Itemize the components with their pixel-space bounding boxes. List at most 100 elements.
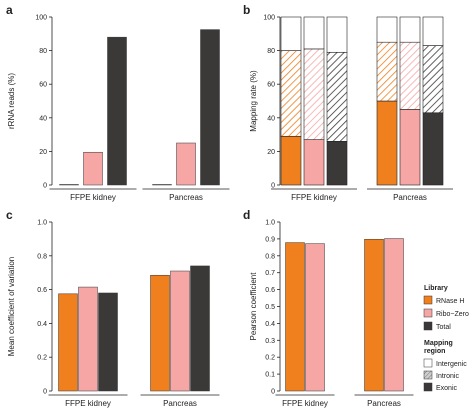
legend-swatch-total	[423, 321, 433, 331]
bar-intergenic	[422, 16, 444, 46]
bar-exonic	[422, 112, 444, 186]
bar	[176, 142, 196, 186]
y-tick-label: 0.8	[37, 253, 47, 260]
y-axis-label: Mapping rate (%)	[249, 70, 258, 132]
y-tick-label: 0.6	[37, 287, 47, 294]
y-tick-label: 80	[267, 48, 275, 55]
group-label: Pancreas	[169, 193, 203, 202]
legend-label-rnase-h: RNase H	[436, 298, 464, 305]
group-label: FFPE kidney	[70, 193, 116, 202]
panel-d-pearson-chart: 0 0.1 0.2 0.3 0.4 0.5 0.6 0.7 0.8 0.9 1.0 Pearson c…	[249, 220, 414, 408]
y-tick-label: 20	[267, 149, 275, 156]
panel-letter-d: d	[243, 208, 250, 222]
legend-label-exonic: Exonic	[436, 385, 458, 392]
group-label: FFPE kidney	[282, 399, 328, 408]
panel-letter-c: c	[6, 208, 13, 222]
panel-a-rrna-chart: 0 20 40 60 80 100 rRNA reads (%) FFPE kidney Pan…	[7, 15, 230, 202]
y-tick-label: 0	[271, 183, 275, 190]
group-label: Pancreas	[393, 193, 427, 202]
y-axis-label: Pearson coefficient	[249, 272, 258, 341]
y-tick-label: 0.2	[265, 355, 275, 362]
bar	[78, 286, 98, 392]
legend-swatch-rnase-h	[423, 295, 433, 305]
bar	[58, 293, 78, 392]
y-tick-label: 40	[39, 115, 47, 122]
bar-intergenic	[280, 16, 302, 51]
bar-intergenic	[303, 16, 325, 50]
bar-intronic	[303, 48, 325, 140]
panel-letter-a: a	[6, 3, 13, 17]
panel-c-cv-chart: 0 0.2 0.4 0.6 0.8 1.0 Mean coefficient of vari…	[7, 220, 220, 408]
y-tick-label: 0.6	[265, 287, 275, 294]
legend-label-intronic: Intronic	[436, 373, 459, 380]
bar	[285, 242, 305, 392]
legend-swatch-exonic	[423, 382, 433, 392]
y-tick-label: 1.0	[265, 220, 275, 227]
legend-region-title-line1: Mapping	[424, 340, 453, 347]
bar	[59, 184, 79, 186]
legend-label-total: Total	[436, 324, 451, 331]
legend-library-title: Library	[424, 285, 448, 292]
bar	[190, 265, 210, 392]
bar-intronic	[376, 41, 398, 102]
legend-swatch-intronic	[423, 370, 433, 380]
bar	[98, 292, 118, 392]
panel-letter-b: b	[243, 3, 250, 17]
legend-region-title-line2: region	[424, 348, 445, 355]
bar	[170, 270, 190, 392]
y-tick-label: 60	[267, 82, 275, 89]
y-tick-label: 0	[271, 389, 275, 396]
y-tick-label: 0.7	[265, 270, 275, 277]
y-tick-label: 0.1	[265, 372, 275, 379]
group-label: FFPE kidney	[65, 399, 111, 408]
legend-label-intergenic: Intergenic	[436, 361, 467, 368]
bar-exonic	[376, 100, 398, 186]
y-tick-label: 40	[267, 115, 275, 122]
y-tick-label: 0.8	[265, 253, 275, 260]
y-tick-label: 0.9	[265, 236, 275, 243]
group-label: Pancreas	[367, 399, 401, 408]
group-label: Pancreas	[163, 399, 197, 408]
y-tick-label: 1.0	[37, 220, 47, 227]
y-axis-label: rRNA reads (%)	[7, 73, 16, 129]
bar-intergenic	[376, 16, 398, 43]
bar	[107, 36, 127, 186]
y-tick-label: 80	[39, 48, 47, 55]
group-label: FFPE kidney	[291, 193, 337, 202]
y-tick-label: 100	[263, 15, 275, 22]
bar-intergenic	[326, 16, 348, 53]
panel-b-mapping-chart: 0 20 40 60 80 100 Mapping rate (%) FFPE kidney P…	[249, 15, 453, 202]
bar	[200, 29, 220, 186]
bar-intronic	[326, 51, 348, 142]
y-tick-label: 0	[43, 183, 47, 190]
y-tick-label: 0.3	[265, 338, 275, 345]
bar-intronic	[399, 41, 421, 110]
y-tick-label: 0.2	[37, 355, 47, 362]
legend-region-title: Mapping region	[424, 340, 455, 355]
y-tick-label: 0.4	[37, 321, 47, 328]
bar-exonic	[280, 135, 302, 186]
bar	[305, 243, 325, 392]
bar-intronic	[422, 45, 444, 114]
y-tick-label: 60	[39, 82, 47, 89]
legend-label-ribo-zero: Ribo−Zero	[436, 311, 469, 318]
y-tick-label: 0.4	[265, 321, 275, 328]
bar	[364, 238, 384, 392]
y-axis-label: Mean coefficient of variation	[7, 257, 16, 356]
bar	[152, 184, 172, 186]
bar-exonic	[303, 139, 325, 186]
bar-intronic	[280, 50, 302, 137]
legend-swatch-intergenic	[423, 358, 433, 368]
bar-exonic	[326, 141, 348, 186]
y-tick-label: 0.5	[265, 304, 275, 311]
bar-intergenic	[399, 16, 421, 43]
y-tick-label: 20	[39, 149, 47, 156]
bar	[83, 151, 103, 186]
legend-swatch-ribo-zero	[423, 308, 433, 318]
legend: Library RNase H Ribo−Zero Total Mapping …	[423, 285, 469, 392]
bar-exonic	[399, 109, 421, 186]
bar	[150, 274, 170, 392]
y-tick-label: 100	[35, 15, 47, 22]
y-tick-label: 0	[43, 389, 47, 396]
